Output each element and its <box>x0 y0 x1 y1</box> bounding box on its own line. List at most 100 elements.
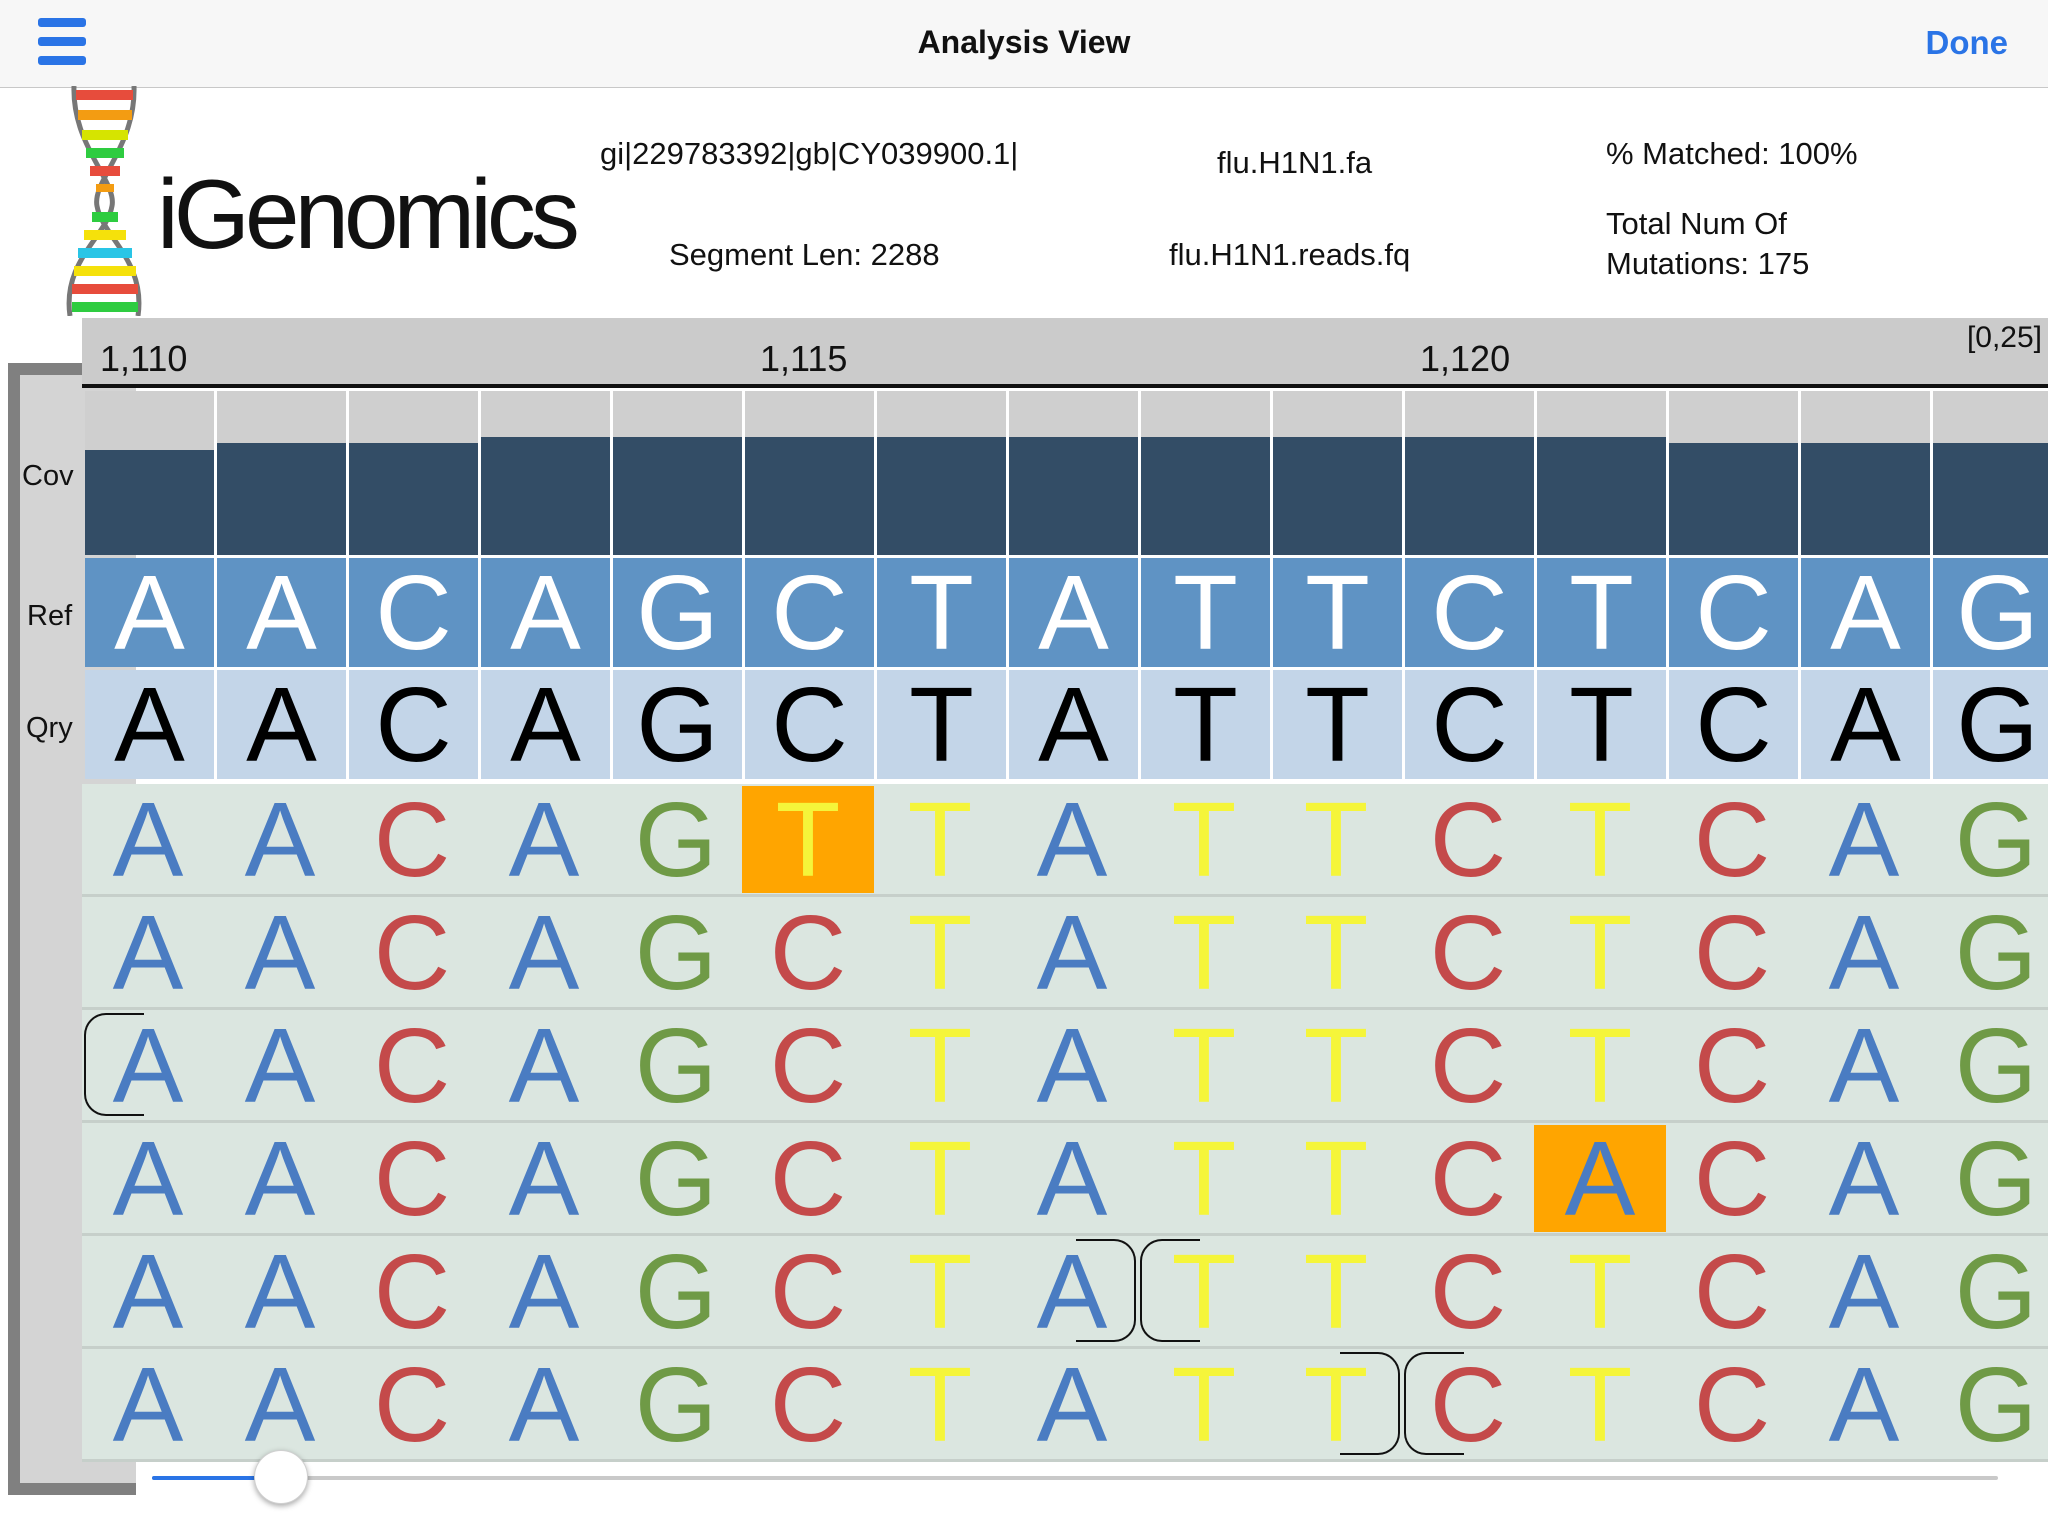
read-base[interactable]: A <box>244 1232 316 1351</box>
read-base[interactable]: G <box>1954 780 2038 899</box>
read-base[interactable]: A <box>244 1119 316 1238</box>
read-base[interactable]: T <box>1171 1345 1237 1464</box>
reference-base[interactable]: T <box>1273 558 1405 667</box>
read-base[interactable]: C <box>769 1345 847 1464</box>
query-base[interactable]: C <box>745 670 877 779</box>
read-base[interactable]: C <box>373 1345 451 1464</box>
read-base[interactable]: T <box>907 1006 973 1125</box>
query-base[interactable]: G <box>1933 670 2048 779</box>
reference-base[interactable]: C <box>1405 558 1537 667</box>
read-base[interactable]: A <box>1036 893 1108 1012</box>
read-base[interactable]: T <box>1171 780 1237 899</box>
query-base[interactable]: A <box>85 670 217 779</box>
read-base[interactable]: A <box>1036 1119 1108 1238</box>
read-base[interactable]: C <box>1429 1006 1507 1125</box>
read-base[interactable]: T <box>1171 1006 1237 1125</box>
read-base[interactable]: C <box>769 1232 847 1351</box>
read-base[interactable]: A <box>112 1232 184 1351</box>
read-base[interactable]: C <box>373 893 451 1012</box>
read-base[interactable]: A <box>508 1232 580 1351</box>
read-base[interactable]: A <box>508 1006 580 1125</box>
query-base[interactable]: A <box>217 670 349 779</box>
reference-base[interactable]: A <box>1009 558 1141 667</box>
mutation-base[interactable]: A <box>1534 1125 1666 1232</box>
read-base[interactable]: A <box>508 893 580 1012</box>
read-base[interactable]: C <box>769 1119 847 1238</box>
read-base[interactable]: C <box>1429 780 1507 899</box>
read-base[interactable]: A <box>244 1345 316 1464</box>
read-base[interactable]: C <box>373 1232 451 1351</box>
reference-base[interactable]: A <box>1801 558 1933 667</box>
reference-base[interactable]: G <box>613 558 745 667</box>
read-base[interactable]: A <box>1828 1232 1900 1351</box>
read-base[interactable]: A <box>1828 893 1900 1012</box>
reference-base[interactable]: C <box>1669 558 1801 667</box>
read-base[interactable]: C <box>1693 1119 1771 1238</box>
read-base[interactable]: T <box>1303 893 1369 1012</box>
reference-base[interactable]: C <box>745 558 877 667</box>
read-base[interactable]: T <box>1567 1345 1633 1464</box>
reference-base[interactable]: G <box>1933 558 2048 667</box>
query-base[interactable]: T <box>1141 670 1273 779</box>
query-base[interactable]: C <box>1405 670 1537 779</box>
reference-base[interactable]: C <box>349 558 481 667</box>
read-base[interactable]: G <box>634 1232 718 1351</box>
read-base[interactable]: T <box>907 1345 973 1464</box>
reference-base[interactable]: T <box>1141 558 1273 667</box>
read-base[interactable]: T <box>1303 1006 1369 1125</box>
reference-base[interactable]: T <box>1537 558 1669 667</box>
query-base[interactable]: C <box>349 670 481 779</box>
read-base[interactable]: T <box>1171 893 1237 1012</box>
position-slider[interactable] <box>152 1450 1998 1504</box>
read-base[interactable]: A <box>112 1345 184 1464</box>
read-base[interactable]: T <box>1567 1232 1633 1351</box>
mutation-base[interactable]: T <box>742 786 874 893</box>
read-base[interactable]: T <box>907 1232 973 1351</box>
read-base[interactable]: T <box>1171 1119 1237 1238</box>
read-base[interactable]: A <box>508 1119 580 1238</box>
read-base[interactable]: C <box>1693 1006 1771 1125</box>
read-base[interactable]: G <box>1954 893 2038 1012</box>
menu-button[interactable] <box>38 18 86 66</box>
read-base[interactable]: T <box>1567 780 1633 899</box>
read-base[interactable]: A <box>244 893 316 1012</box>
read-base[interactable]: T <box>907 780 973 899</box>
read-base[interactable]: G <box>1954 1232 2038 1351</box>
slider-thumb[interactable] <box>254 1450 309 1504</box>
read-base[interactable]: C <box>373 780 451 899</box>
read-base[interactable]: G <box>1954 1345 2038 1464</box>
read-base[interactable]: G <box>1954 1006 2038 1125</box>
done-button[interactable]: Done <box>1925 24 2009 61</box>
read-base[interactable]: C <box>1429 1232 1507 1351</box>
reference-base[interactable]: T <box>877 558 1009 667</box>
query-base[interactable]: T <box>1273 670 1405 779</box>
read-base[interactable]: A <box>244 1006 316 1125</box>
read-base[interactable]: G <box>634 1119 718 1238</box>
reference-base[interactable]: A <box>217 558 349 667</box>
read-base[interactable]: A <box>1828 780 1900 899</box>
read-base[interactable]: C <box>769 893 847 1012</box>
query-base[interactable]: A <box>481 670 613 779</box>
query-base[interactable]: T <box>877 670 1009 779</box>
read-base[interactable]: G <box>1954 1119 2038 1238</box>
read-base[interactable]: T <box>1303 1119 1369 1238</box>
query-base[interactable]: T <box>1537 670 1669 779</box>
read-base[interactable]: A <box>1036 1345 1108 1464</box>
read-base[interactable]: C <box>373 1006 451 1125</box>
reference-base[interactable]: A <box>85 558 217 667</box>
query-base[interactable]: A <box>1801 670 1933 779</box>
read-base[interactable]: A <box>1828 1119 1900 1238</box>
read-base[interactable]: T <box>907 1119 973 1238</box>
read-base[interactable]: T <box>1303 780 1369 899</box>
read-base[interactable]: C <box>1429 893 1507 1012</box>
read-base[interactable]: A <box>112 893 184 1012</box>
read-base[interactable]: G <box>634 1006 718 1125</box>
read-base[interactable]: C <box>373 1119 451 1238</box>
query-base[interactable]: A <box>1009 670 1141 779</box>
read-base[interactable]: T <box>1303 1232 1369 1351</box>
read-base[interactable]: A <box>508 780 580 899</box>
reference-base[interactable]: A <box>481 558 613 667</box>
read-base[interactable]: A <box>1036 1006 1108 1125</box>
read-base[interactable]: A <box>1828 1006 1900 1125</box>
